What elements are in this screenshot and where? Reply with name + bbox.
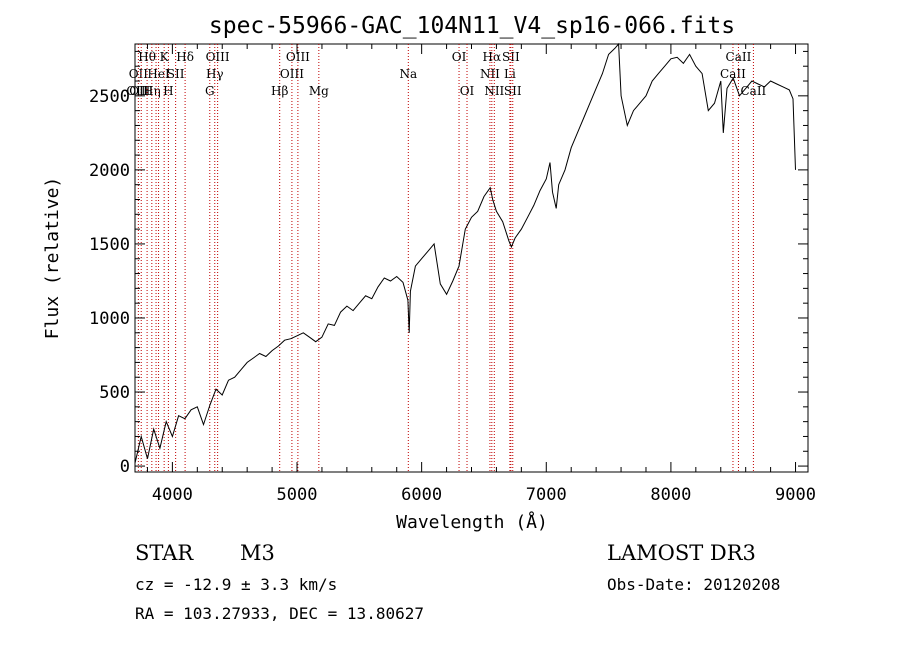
- spectral-line-label: SII: [502, 50, 520, 64]
- spectral-line-label: CaII: [720, 67, 746, 81]
- plot-frame: [134, 43, 809, 473]
- y-tick-label: 1500: [89, 235, 130, 255]
- spectral-line-label: Na: [399, 67, 417, 81]
- y-tick-label: 0: [120, 457, 130, 477]
- x-tick-label: 4000: [152, 485, 193, 505]
- spectral-line-label: CaII: [726, 50, 752, 64]
- spectral-line-label: OIII: [129, 84, 153, 98]
- spectral-line-label: Hα: [483, 50, 502, 64]
- y-tick-label: 2000: [89, 161, 130, 181]
- spectral-line-label: Hβ: [271, 84, 288, 98]
- spectral-line-label: Mg: [309, 84, 329, 98]
- y-tick-label: 500: [99, 383, 130, 403]
- y-axis-ticks: 0 500 1000 1500 2000 2500: [89, 50, 808, 477]
- spectral-line-label: OIII: [206, 50, 230, 64]
- spectral-line-label: Hθ: [138, 50, 156, 64]
- x-tick-label: 8000: [650, 485, 691, 505]
- x-tick-label: 5000: [277, 485, 318, 505]
- object-subclass: M3: [240, 541, 275, 565]
- spectral-line-label: Hη: [143, 84, 161, 98]
- spectral-line-label: OIII: [280, 67, 304, 81]
- spectral-line-label: Li: [504, 67, 516, 81]
- spectrum-line: [134, 42, 796, 464]
- spectral-line-label: Hγ: [206, 67, 224, 81]
- spectral-line-label: OI: [460, 84, 475, 98]
- spectral-line-label: H: [163, 84, 173, 98]
- x-tick-label: 9000: [775, 485, 816, 505]
- y-tick-label: 2500: [89, 87, 130, 107]
- spectral-line-label: SII: [167, 67, 185, 81]
- redshift-value: cz = -12.9 ± 3.3 km/s: [135, 575, 337, 594]
- x-tick-label: 7000: [526, 485, 567, 505]
- spectral-line-label: NII: [480, 67, 500, 81]
- spectral-line-label: OIII: [126, 84, 150, 98]
- spectral-line-label: Hδ: [176, 50, 194, 64]
- spectral-line-label: OII: [129, 67, 149, 81]
- spectral-line-markers: OIIOIIIOIIIHθHηHeIKHSIIHδGHγOIIIHβOIIIOI…: [126, 44, 767, 472]
- x-axis-label: Wavelength (Å): [396, 511, 548, 533]
- y-tick-label: 1000: [89, 309, 130, 329]
- observation-date: Obs-Date: 20120208: [607, 575, 780, 594]
- x-axis-ticks: 4000 5000 6000 7000 8000 9000: [146, 44, 816, 505]
- object-class: STAR: [135, 541, 194, 565]
- spectral-line-label: OIII: [286, 50, 310, 64]
- sky-coordinates: RA = 103.27933, DEC = 13.80627: [135, 604, 424, 623]
- spectral-line-label: K: [160, 50, 170, 64]
- chart-title: spec-55966-GAC_104N11_V4_sp16-066.fits: [209, 13, 735, 39]
- survey-name: LAMOST DR3: [607, 541, 756, 565]
- spectral-line-label: G: [205, 84, 215, 98]
- spectral-line-label: NII: [484, 84, 504, 98]
- y-axis-label: Flux (relative): [42, 177, 63, 340]
- spectral-line-label: OI: [452, 50, 467, 64]
- spectral-line-label: SII: [504, 84, 522, 98]
- x-tick-label: 6000: [401, 485, 442, 505]
